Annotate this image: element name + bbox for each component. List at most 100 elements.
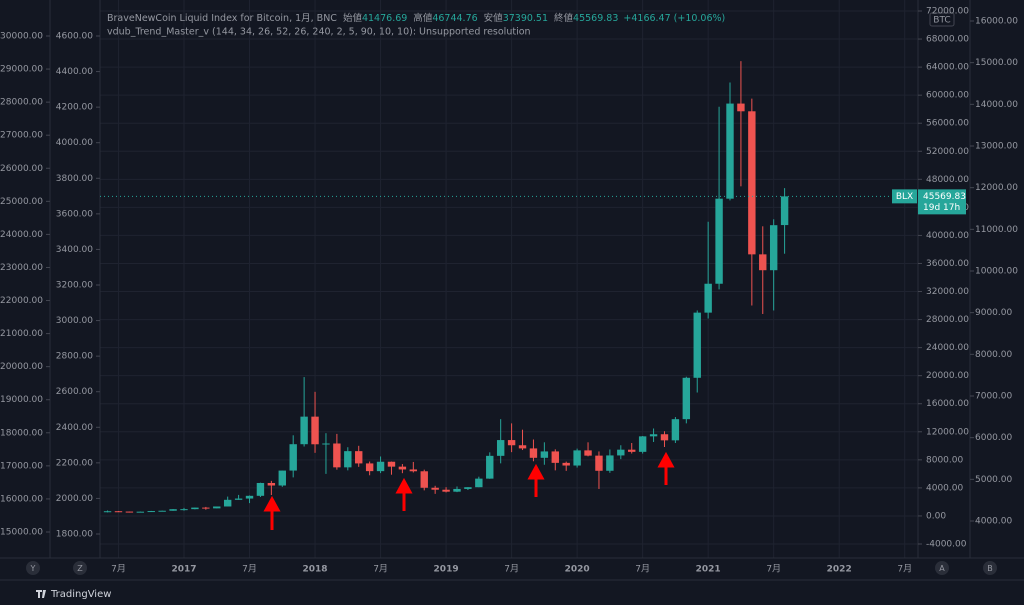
candle-body bbox=[322, 443, 330, 445]
header-item: BraveNewCoin Liquid Index for Bitcoin, 1… bbox=[107, 13, 337, 24]
candle-body bbox=[518, 445, 527, 449]
price-tag-bg bbox=[918, 189, 966, 215]
candle-body bbox=[114, 511, 123, 513]
y-tick-label: 3600.00 bbox=[56, 209, 93, 219]
candle-body bbox=[256, 482, 265, 496]
y-tick-label: 11000.00 bbox=[975, 225, 1018, 235]
header-item: 安値 bbox=[484, 12, 504, 24]
candle-body bbox=[202, 507, 210, 509]
candle-body bbox=[125, 511, 134, 513]
candle-body bbox=[344, 451, 352, 468]
control-label: B bbox=[987, 564, 993, 573]
arrow bbox=[527, 463, 545, 497]
y-tick-label: 24000.00 bbox=[926, 343, 969, 353]
y-tick-label: 2000.00 bbox=[56, 494, 93, 504]
price-tag-symbol: BLX bbox=[896, 192, 913, 202]
y-tick-label: 25000.00 bbox=[0, 197, 43, 207]
candle-body bbox=[529, 448, 538, 458]
y-tick-label: 28000.00 bbox=[926, 315, 969, 325]
y-tick-label: 4000.00 bbox=[975, 517, 1012, 527]
y-tick-label: 4000.00 bbox=[56, 138, 93, 148]
control-label: A bbox=[939, 564, 945, 573]
price-tag-countdown: 19d 17h bbox=[923, 203, 960, 213]
x-tick-label: 2018 bbox=[303, 565, 328, 575]
y-tick-label: 1800.00 bbox=[56, 530, 93, 540]
y-tick-label: 18000.00 bbox=[0, 428, 43, 438]
candle-body bbox=[628, 449, 636, 452]
candle-body bbox=[595, 455, 603, 471]
branding: TradingView bbox=[50, 589, 111, 600]
y-tick-label: 22000.00 bbox=[0, 296, 43, 306]
candle-body bbox=[234, 498, 243, 500]
header-item: 46744.76 bbox=[432, 13, 477, 24]
header-item: 41476.69 bbox=[362, 13, 407, 24]
x-tick-label: 7月 bbox=[242, 564, 257, 575]
candle-body bbox=[606, 455, 614, 471]
y-tick-label: 3800.00 bbox=[56, 174, 93, 184]
y-tick-label: 60000.00 bbox=[926, 91, 969, 101]
price-tag-bg bbox=[892, 189, 917, 204]
candle-body bbox=[136, 511, 145, 513]
control-button[interactable] bbox=[73, 561, 87, 575]
y-tick-label: 36000.00 bbox=[926, 259, 969, 269]
y-tick-label: 64000.00 bbox=[926, 63, 969, 73]
y-tick-label: 6000.00 bbox=[975, 433, 1012, 443]
y-tick-label: 8000.00 bbox=[975, 350, 1012, 360]
candle-body bbox=[540, 451, 549, 458]
candle-body bbox=[333, 443, 341, 468]
y-tick-label: 40000.00 bbox=[926, 231, 969, 241]
candle-body bbox=[649, 434, 658, 437]
annotation-arrows bbox=[263, 451, 675, 530]
candle-body bbox=[507, 440, 516, 446]
y-tick-label: 10000.00 bbox=[975, 267, 1018, 277]
candle-body bbox=[715, 198, 723, 284]
candle-body bbox=[464, 487, 472, 489]
candle-body bbox=[704, 283, 712, 313]
y-tick-label: 5000.00 bbox=[975, 475, 1012, 485]
candle-body bbox=[223, 499, 232, 507]
y-tick-label: 23000.00 bbox=[0, 263, 43, 273]
y-tick-label: 14000.00 bbox=[975, 100, 1018, 110]
candle-body bbox=[169, 509, 177, 511]
control-button[interactable] bbox=[935, 561, 949, 575]
price-tag-value: 45569.83 bbox=[923, 192, 966, 202]
x-tick-label: 2020 bbox=[565, 565, 590, 575]
candle-body bbox=[442, 489, 450, 492]
candle-body bbox=[267, 482, 276, 486]
control-button[interactable] bbox=[26, 561, 40, 575]
y-tick-label: 2600.00 bbox=[56, 387, 93, 397]
header-item: 37390.51 bbox=[503, 13, 548, 24]
x-tick-label: 7月 bbox=[897, 564, 912, 575]
grid bbox=[100, 0, 918, 558]
candle-body bbox=[693, 312, 701, 378]
y-tick-label: 19000.00 bbox=[0, 395, 43, 405]
candles bbox=[103, 61, 789, 513]
candle-body bbox=[420, 471, 428, 488]
candle-body bbox=[191, 507, 199, 510]
candle-body bbox=[431, 487, 439, 490]
candle-body bbox=[584, 450, 592, 456]
chart-header: BraveNewCoin Liquid Index for Bitcoin, 1… bbox=[107, 12, 725, 24]
y-tick-label: 56000.00 bbox=[926, 119, 969, 129]
x-tick-label: 7月 bbox=[373, 564, 388, 575]
x-tick-label: 2019 bbox=[434, 565, 459, 575]
y-tick-label: 27000.00 bbox=[0, 131, 43, 141]
candle-body bbox=[726, 103, 734, 199]
candle-body bbox=[486, 455, 494, 479]
y-tick-label: 12000.00 bbox=[926, 427, 969, 437]
candle-body bbox=[660, 434, 669, 441]
candle-body bbox=[769, 225, 778, 271]
y-tick-label: 4400.00 bbox=[56, 67, 93, 77]
y-tick-label: 21000.00 bbox=[0, 329, 43, 339]
candle-body bbox=[573, 450, 581, 466]
y-tick-label: 4200.00 bbox=[56, 103, 93, 113]
candle-body bbox=[278, 470, 286, 486]
candle-body bbox=[475, 478, 483, 488]
candle-body bbox=[103, 511, 112, 513]
header-item: 高値 bbox=[413, 12, 433, 24]
control-button[interactable] bbox=[983, 561, 997, 575]
y-tick-label: 13000.00 bbox=[975, 142, 1018, 152]
y-tick-label: 29000.00 bbox=[0, 65, 43, 75]
y-tick-label: 20000.00 bbox=[0, 362, 43, 372]
x-tick-label: 7月 bbox=[504, 564, 519, 575]
